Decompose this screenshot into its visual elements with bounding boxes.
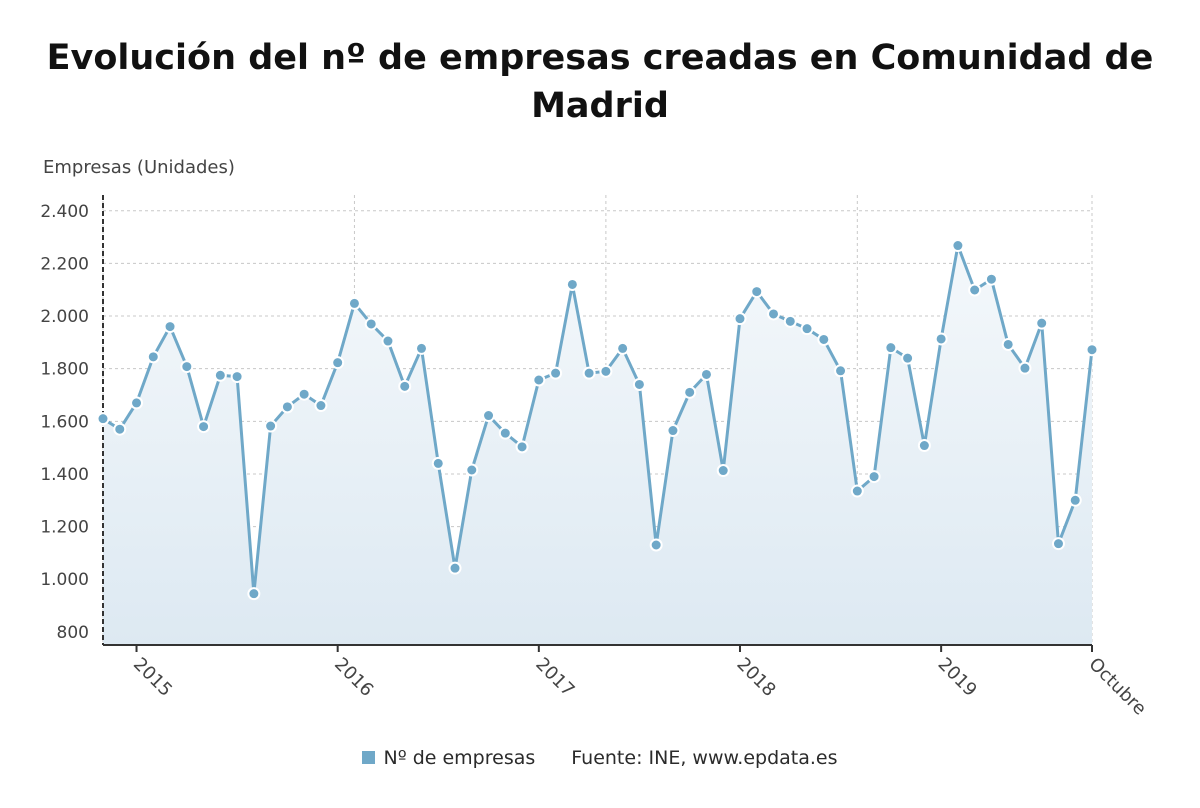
y-tick-label: 2.200 [40, 254, 89, 274]
data-point [331, 356, 345, 370]
x-tick-label: Octubre [1084, 654, 1150, 720]
data-point [414, 341, 428, 355]
data-point [247, 587, 261, 601]
data-point [381, 334, 395, 348]
data-point [951, 239, 965, 253]
data-point [448, 561, 462, 575]
data-point [834, 364, 848, 378]
data-point [364, 317, 378, 331]
data-point [934, 332, 948, 346]
series-polyline [102, 244, 1094, 596]
data-point [1068, 493, 1082, 507]
data-point [515, 440, 529, 454]
data-point [632, 377, 646, 391]
data-point [230, 370, 244, 384]
data-point [901, 351, 915, 365]
data-point [130, 396, 144, 410]
legend-series-label: Nº de empresas [383, 747, 536, 769]
data-point [1035, 316, 1049, 330]
x-tick-label: 2015 [129, 654, 176, 701]
data-point [96, 412, 110, 426]
x-tick-label: 2019 [934, 654, 981, 701]
data-point [264, 419, 278, 433]
data-point [817, 332, 831, 346]
legend: Nº de empresas Fuente: INE, www.epdata.es [0, 747, 1200, 769]
data-point [917, 439, 931, 453]
data-point [297, 387, 311, 401]
y-tick-label: 2.000 [40, 307, 89, 327]
data-point [1051, 537, 1065, 551]
data-point [867, 470, 881, 484]
x-tick-label: 2016 [330, 654, 377, 701]
data-point [498, 426, 512, 440]
y-tick-label: 1.400 [40, 465, 89, 485]
y-tick-label: 1.600 [40, 412, 89, 432]
data-point [616, 341, 630, 355]
data-point [984, 272, 998, 286]
y-tick-label: 800 [57, 623, 89, 643]
y-tick-label: 1.800 [40, 360, 89, 380]
data-point [599, 364, 613, 378]
data-point [716, 464, 730, 478]
data-point [197, 420, 211, 434]
data-point [565, 277, 579, 291]
data-point [532, 373, 546, 387]
data-point [783, 314, 797, 328]
data-point [163, 320, 177, 334]
chart-title: Evolución del nº de empresas creadas en … [46, 38, 1154, 126]
y-tick-label: 1.200 [40, 518, 89, 538]
y-tick-label: 1.000 [40, 570, 89, 590]
data-point [884, 341, 898, 355]
data-point [180, 360, 194, 374]
data-point [549, 366, 563, 380]
y-tick-label: 2.400 [40, 202, 89, 222]
data-point [314, 399, 328, 413]
area-path [103, 245, 1092, 646]
x-tick-label: 2018 [732, 654, 779, 701]
data-point [113, 422, 127, 436]
data-point [1018, 361, 1032, 375]
data-point [649, 538, 663, 552]
data-point [465, 463, 479, 477]
data-point [146, 350, 160, 364]
legend-swatch [362, 750, 376, 764]
data-point [1001, 337, 1015, 351]
x-tick-label: 2017 [531, 654, 578, 701]
source-note: Fuente: INE, www.epdata.es [571, 747, 838, 769]
data-point [582, 366, 596, 380]
data-point [398, 379, 412, 393]
data-point [213, 368, 227, 382]
area-fill [103, 245, 1092, 646]
data-point [683, 385, 697, 399]
data-point [482, 409, 496, 423]
data-point [699, 367, 713, 381]
data-point [431, 456, 445, 470]
data-point [666, 424, 680, 438]
data-point [347, 296, 361, 310]
data-point [733, 312, 747, 326]
data-point [850, 484, 864, 498]
y-axis-label: Empresas (Unidades) [43, 157, 235, 178]
data-point [750, 285, 764, 299]
data-points [96, 239, 1099, 601]
data-point [1085, 343, 1099, 357]
series-line [102, 244, 1094, 596]
data-point [800, 322, 814, 336]
data-point [767, 307, 781, 321]
data-point [968, 283, 982, 297]
data-point [280, 400, 294, 414]
